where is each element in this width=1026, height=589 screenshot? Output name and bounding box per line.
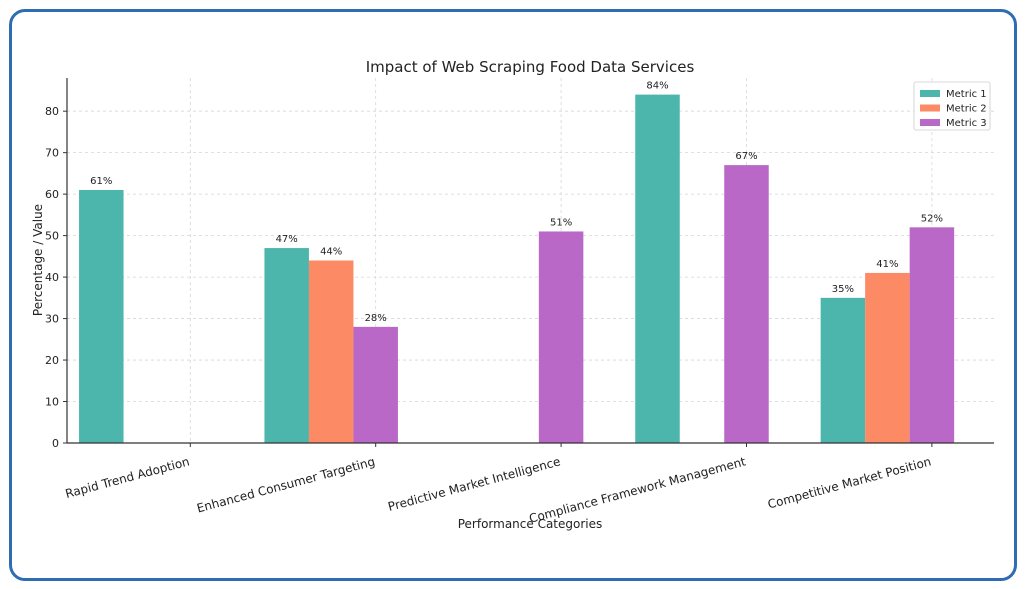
bar-metric-3-5 xyxy=(909,227,955,443)
legend: Metric 1 Metric 2 Metric 3 xyxy=(913,81,991,131)
labels: 61% 47% 44% 28% 51% 84% 67% 35% 41% 52% xyxy=(90,81,943,324)
x-tick-label: Rapid Trend Adoption xyxy=(64,454,191,501)
y-tick-label: 40 xyxy=(45,271,59,284)
bar-metric-1-5 xyxy=(820,297,866,443)
y-tick-label: 20 xyxy=(45,354,59,367)
data-label: 35% xyxy=(832,284,854,295)
bar-metric-2-2 xyxy=(308,260,354,443)
legend-label: Metric 3 xyxy=(946,118,987,129)
data-label: 28% xyxy=(365,313,387,324)
legend-swatch xyxy=(920,104,940,112)
bar-metric-1-1 xyxy=(79,189,124,443)
y-tick-label: 50 xyxy=(45,230,59,243)
x-axis-label: Performance Categories xyxy=(458,517,603,531)
legend-label: Metric 2 xyxy=(946,104,987,115)
bar-metric-3-4 xyxy=(724,165,769,443)
data-label: 44% xyxy=(320,247,342,258)
data-label: 51% xyxy=(550,217,572,228)
legend-label: Metric 1 xyxy=(946,89,987,100)
chart-frame xyxy=(9,9,1017,581)
chart-title: Impact of Web Scraping Food Data Service… xyxy=(366,58,695,76)
legend-swatch xyxy=(920,90,940,97)
data-label: 84% xyxy=(646,81,668,92)
y-tick-label: 80 xyxy=(45,105,59,118)
bars xyxy=(79,94,955,443)
y-axis-label: Percentage / Value xyxy=(31,204,45,316)
data-label: 41% xyxy=(876,259,898,270)
data-label: 61% xyxy=(90,176,112,187)
x-tick-label: Enhanced Consumer Targeting xyxy=(195,454,376,515)
data-label: 52% xyxy=(921,213,943,224)
bar-metric-2-5 xyxy=(865,272,910,443)
y-tick-label: 10 xyxy=(45,396,59,409)
data-label: 47% xyxy=(276,234,298,245)
data-label: 67% xyxy=(735,151,757,162)
bar-metric-3-2 xyxy=(353,326,398,443)
bar-metric-3-3 xyxy=(538,231,584,443)
x-tick-label: Predictive Market Intelligence xyxy=(386,454,561,514)
y-tick-label: 30 xyxy=(45,313,59,326)
bar-metric-1-4 xyxy=(635,94,680,443)
x-tick-label: Competitive Market Position xyxy=(766,454,932,511)
legend-swatch xyxy=(920,119,940,126)
y-tick-label: 70 xyxy=(45,147,59,160)
y-tick-label: 60 xyxy=(45,188,59,201)
y-tick-label: 0 xyxy=(52,437,59,450)
bar-metric-1-2 xyxy=(264,248,309,443)
